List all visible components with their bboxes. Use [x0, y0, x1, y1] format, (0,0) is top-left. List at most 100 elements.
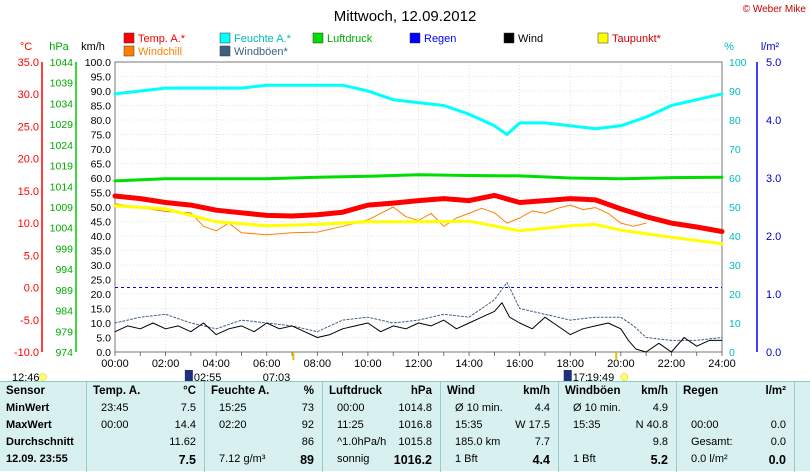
pressure-tick-label: 984 — [55, 306, 73, 318]
x-tick-label: 24:00 — [708, 358, 736, 370]
wind-tick-label: 40.0 — [91, 231, 112, 243]
cell-note: 7.12 g/m³ — [219, 453, 266, 465]
cell-value: 4.4 — [532, 453, 550, 467]
cell-note: ^1.0hPa/h — [337, 436, 387, 448]
temp-tick-label: 30.0 — [18, 89, 39, 101]
cell-note: 15:25 — [219, 402, 247, 414]
wind-tick-label: 60.0 — [91, 173, 112, 185]
humidity-tick-label: 80 — [729, 115, 741, 127]
row-label-average: Durchschnitt — [6, 436, 74, 448]
wind-tick-label: 20.0 — [91, 289, 112, 301]
wind-tick-label: 0.0 — [96, 347, 111, 359]
pressure-unit-label: hPa — [49, 41, 69, 53]
cell-value: 9.8 — [652, 436, 668, 448]
x-tick-label: 14:00 — [455, 358, 483, 370]
cell-value: 73 — [301, 402, 314, 414]
wind-tick-label: 90.0 — [91, 86, 112, 98]
summary-column-temp: Temp. A. °C 23:45 7.5 00:00 14.4 11.62 7.5 — [87, 382, 205, 472]
wind-unit-label: km/h — [81, 41, 105, 53]
pressure-tick-label: 1019 — [50, 161, 74, 173]
rain-tick-label: 2.0 — [766, 231, 781, 243]
cell-note: 15:35 — [455, 419, 483, 431]
series-taupunkt — [113, 204, 724, 246]
legend-swatch — [503, 32, 515, 44]
cell-value: 11.62 — [169, 436, 196, 448]
legend-label: Wind — [518, 33, 543, 45]
cell-note: 11:25 — [337, 419, 364, 431]
cell-value: N 40.8 — [635, 419, 668, 431]
wind-tick-label: 85.0 — [91, 101, 112, 113]
temp-tick-label: 5.0 — [24, 250, 39, 262]
cell-note: 15:35 — [573, 419, 601, 431]
temp-tick-label: 20.0 — [18, 154, 39, 166]
humidity-tick-label: 60 — [729, 173, 741, 185]
x-tick-label: 22:00 — [658, 358, 686, 370]
cell-note: 00:00 — [337, 402, 365, 414]
cell-value: 89 — [300, 453, 314, 467]
row-labels-column: Sensor MinWert MaxWert Durchschnitt 12.0… — [0, 382, 87, 472]
cell-value: 7.5 — [180, 402, 196, 414]
x-tick-label: 02:00 — [152, 358, 180, 370]
summary-column-wind: Wind km/h Ø 10 min. 4.4 15:35 W 17.5 185.0 km 7… — [441, 382, 559, 472]
humidity-tick-label: 70 — [729, 144, 741, 156]
cell-value: 1016.8 — [398, 419, 432, 431]
temp-tick-label: 15.0 — [18, 186, 39, 198]
column-header: Windböen — [565, 385, 621, 397]
x-tick-label: 08:00 — [304, 358, 332, 370]
sun-moon-markers: 12:46 02:55 07:03 17:19:49 — [12, 352, 629, 381]
humidity-tick-label: 40 — [729, 231, 741, 243]
legend-label: Windchill — [138, 46, 182, 58]
wind-tick-label: 35.0 — [91, 246, 112, 258]
pressure-tick-label: 1009 — [50, 202, 74, 214]
summary-table: Sensor MinWert MaxWert Durchschnitt 12.0… — [0, 381, 810, 472]
temp-tick-label: -5.0 — [20, 315, 39, 327]
legend-label: Regen — [424, 33, 456, 45]
column-header: Feuchte A. — [211, 385, 270, 397]
cell-note: 1 Bft — [455, 453, 478, 465]
cell-value: 0.0 — [770, 419, 786, 431]
wind-tick-label: 30.0 — [91, 260, 112, 272]
pressure-tick-label: 1039 — [50, 78, 74, 90]
series-temp-a — [112, 192, 725, 234]
rain-tick-label: 3.0 — [766, 173, 781, 185]
x-tick-label: 06:00 — [253, 358, 281, 370]
series-luftdruck — [113, 173, 724, 183]
sunrise-time: 07:03 — [263, 372, 291, 381]
cell-value: 0.0 — [770, 436, 786, 448]
rain-tick-label: 1.0 — [766, 289, 781, 301]
wind-tick-label: 70.0 — [91, 144, 112, 156]
row-label-max: MaxWert — [6, 419, 52, 431]
cell-value: 86 — [301, 436, 314, 448]
legend: Temp. A.* Feuchte A.* Luftdruck Regen Wind Ta… — [123, 32, 662, 58]
series-wind — [114, 302, 723, 353]
column-header: Luftdruck — [329, 385, 383, 397]
chart-title: Mittwoch, 12.09.2012 — [334, 8, 477, 25]
cell-note: 00:00 — [101, 419, 129, 431]
pressure-tick-label: 1029 — [50, 119, 74, 131]
cell-note: sonnig — [337, 453, 370, 465]
sun-icon — [620, 373, 629, 381]
cell-note: 00:00 — [691, 419, 719, 431]
sun-icon — [39, 373, 47, 381]
cell-value: 1016.2 — [393, 453, 432, 467]
row-label-sensor: Sensor — [6, 385, 45, 397]
column-unit: hPa — [410, 385, 432, 397]
pressure-tick-label: 1024 — [50, 140, 74, 152]
column-unit: l/m² — [765, 385, 786, 397]
cell-value: 5.2 — [650, 453, 668, 467]
legend-label: Windböen* — [234, 46, 289, 58]
legend-swatch — [219, 32, 231, 44]
moonset-time: 17: — [573, 372, 588, 381]
wind-tick-label: 65.0 — [91, 159, 112, 171]
wind-tick-label: 80.0 — [91, 115, 112, 127]
x-tick-label: 12:00 — [405, 358, 433, 370]
pressure-tick-label: 994 — [55, 264, 73, 276]
x-tick-label: 00:00 — [101, 358, 129, 370]
legend-swatch — [409, 32, 421, 44]
wind-tick-label: 45.0 — [91, 217, 112, 229]
pressure-tick-label: 1044 — [50, 57, 74, 69]
moonrise-icon — [184, 370, 193, 381]
temp-tick-label: 0.0 — [24, 283, 39, 295]
series-windböen — [114, 281, 723, 341]
wind-tick-label: 75.0 — [91, 130, 112, 142]
